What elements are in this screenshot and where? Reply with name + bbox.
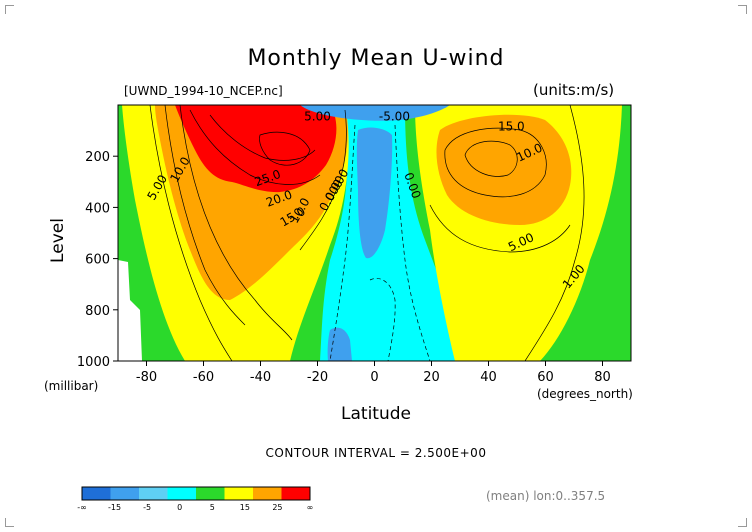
colorbar-swatch (281, 487, 310, 500)
fill-region (356, 127, 393, 259)
mean-note: (mean) lon:0..357.5 (486, 489, 606, 503)
colorbar-frame (81, 486, 311, 501)
colorbar-label: 0 (177, 503, 182, 512)
fill-region (300, 105, 450, 121)
x-tick-label: 60 (537, 370, 554, 385)
x-ticks: -80 -60 -40 -20 0 20 40 60 80 (136, 361, 611, 385)
x-tick-label: -20 (307, 370, 328, 385)
x-axis-unit: (degrees_north) (537, 387, 633, 401)
corner-mark (738, 5, 747, 14)
x-tick-label: 80 (594, 370, 611, 385)
colorbar-label: 5 (210, 503, 215, 512)
y-tick-label: 200 (85, 150, 110, 165)
colorbar-swatch (110, 487, 139, 500)
colorbar-label: 25 (272, 503, 282, 512)
colorbar-swatch (139, 487, 168, 500)
corner-mark (738, 518, 747, 527)
x-tick-label: 40 (480, 370, 497, 385)
source-label: [UWND_1994-10_NCEP.nc] (124, 84, 283, 98)
colorbar-label: 15 (240, 503, 250, 512)
corner-mark (5, 518, 14, 527)
contour-label: 15.0 (498, 120, 525, 134)
chart-title: Monthly Mean U-wind (247, 46, 505, 71)
colorbar-label: -5 (143, 503, 151, 512)
x-tick-label: 20 (423, 370, 440, 385)
y-tick-label: 600 (85, 253, 110, 268)
y-tick-label: 800 (85, 304, 110, 319)
y-ticks: 200 400 600 800 1000 (77, 150, 118, 370)
colorbar: -∞ -15 -5 0 5 15 25 ∞ (77, 486, 314, 512)
colorbar-swatch (253, 487, 282, 500)
colorbar-label: -∞ (77, 503, 87, 512)
fill-region (118, 260, 142, 361)
fill-region (436, 114, 572, 225)
x-tick-label: 0 (370, 370, 378, 385)
x-axis-label: Latitude (341, 404, 411, 424)
contour-label: -5.00 (379, 109, 410, 123)
contour-fill (118, 105, 631, 361)
y-tick-label: 400 (85, 201, 110, 216)
contour-interval-note: CONTOUR INTERVAL = 2.500E+00 (265, 446, 487, 460)
units-label: (units:m/s) (533, 81, 615, 99)
contour-label: 5.00 (304, 109, 331, 123)
colorbar-swatch (167, 487, 196, 500)
y-tick-label: 1000 (77, 355, 110, 370)
colorbar-swatch (196, 487, 225, 500)
colorbar-swatch (82, 487, 111, 500)
x-tick-label: -60 (193, 370, 214, 385)
y-axis-unit: (millibar) (44, 379, 99, 393)
corner-mark (5, 5, 14, 14)
x-tick-label: -80 (136, 370, 157, 385)
colorbar-label: -15 (108, 503, 121, 512)
fill-region (175, 105, 337, 193)
x-tick-label: -40 (250, 370, 271, 385)
colorbar-swatch (224, 487, 253, 500)
colorbar-label: ∞ (307, 503, 314, 512)
contour-lines-dashed (329, 124, 431, 361)
contour-lines (149, 105, 585, 361)
